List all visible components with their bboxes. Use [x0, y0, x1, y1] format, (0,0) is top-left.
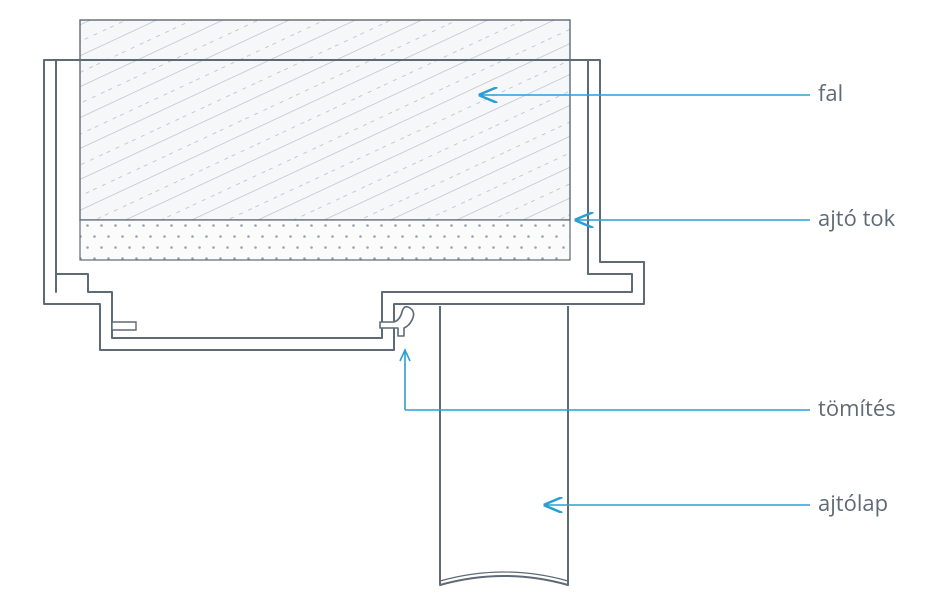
- frame-notch: [112, 322, 136, 330]
- label-wall: fal: [818, 78, 843, 108]
- wall-section: [80, 20, 570, 220]
- foam-gap: [80, 220, 570, 260]
- door-leaf-section: [440, 306, 568, 585]
- label-frame: ajtó tok: [818, 203, 896, 233]
- label-seal: tömítés: [818, 393, 896, 423]
- label-leaf: ajtólap: [818, 488, 888, 518]
